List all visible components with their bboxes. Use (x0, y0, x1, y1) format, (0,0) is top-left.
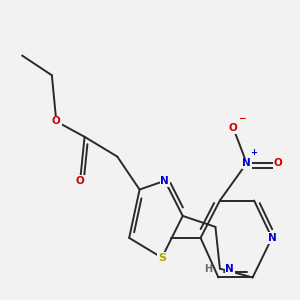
Text: S: S (158, 253, 166, 263)
Text: O: O (52, 116, 61, 126)
Text: O: O (76, 176, 85, 186)
Text: O: O (274, 158, 282, 168)
Text: H: H (204, 264, 212, 274)
Text: N: N (268, 233, 276, 243)
Text: N: N (225, 264, 234, 274)
Text: N: N (160, 176, 169, 186)
Text: −: − (238, 114, 245, 123)
Text: N: N (242, 158, 251, 168)
Text: O: O (229, 123, 238, 133)
Text: +: + (250, 148, 258, 157)
